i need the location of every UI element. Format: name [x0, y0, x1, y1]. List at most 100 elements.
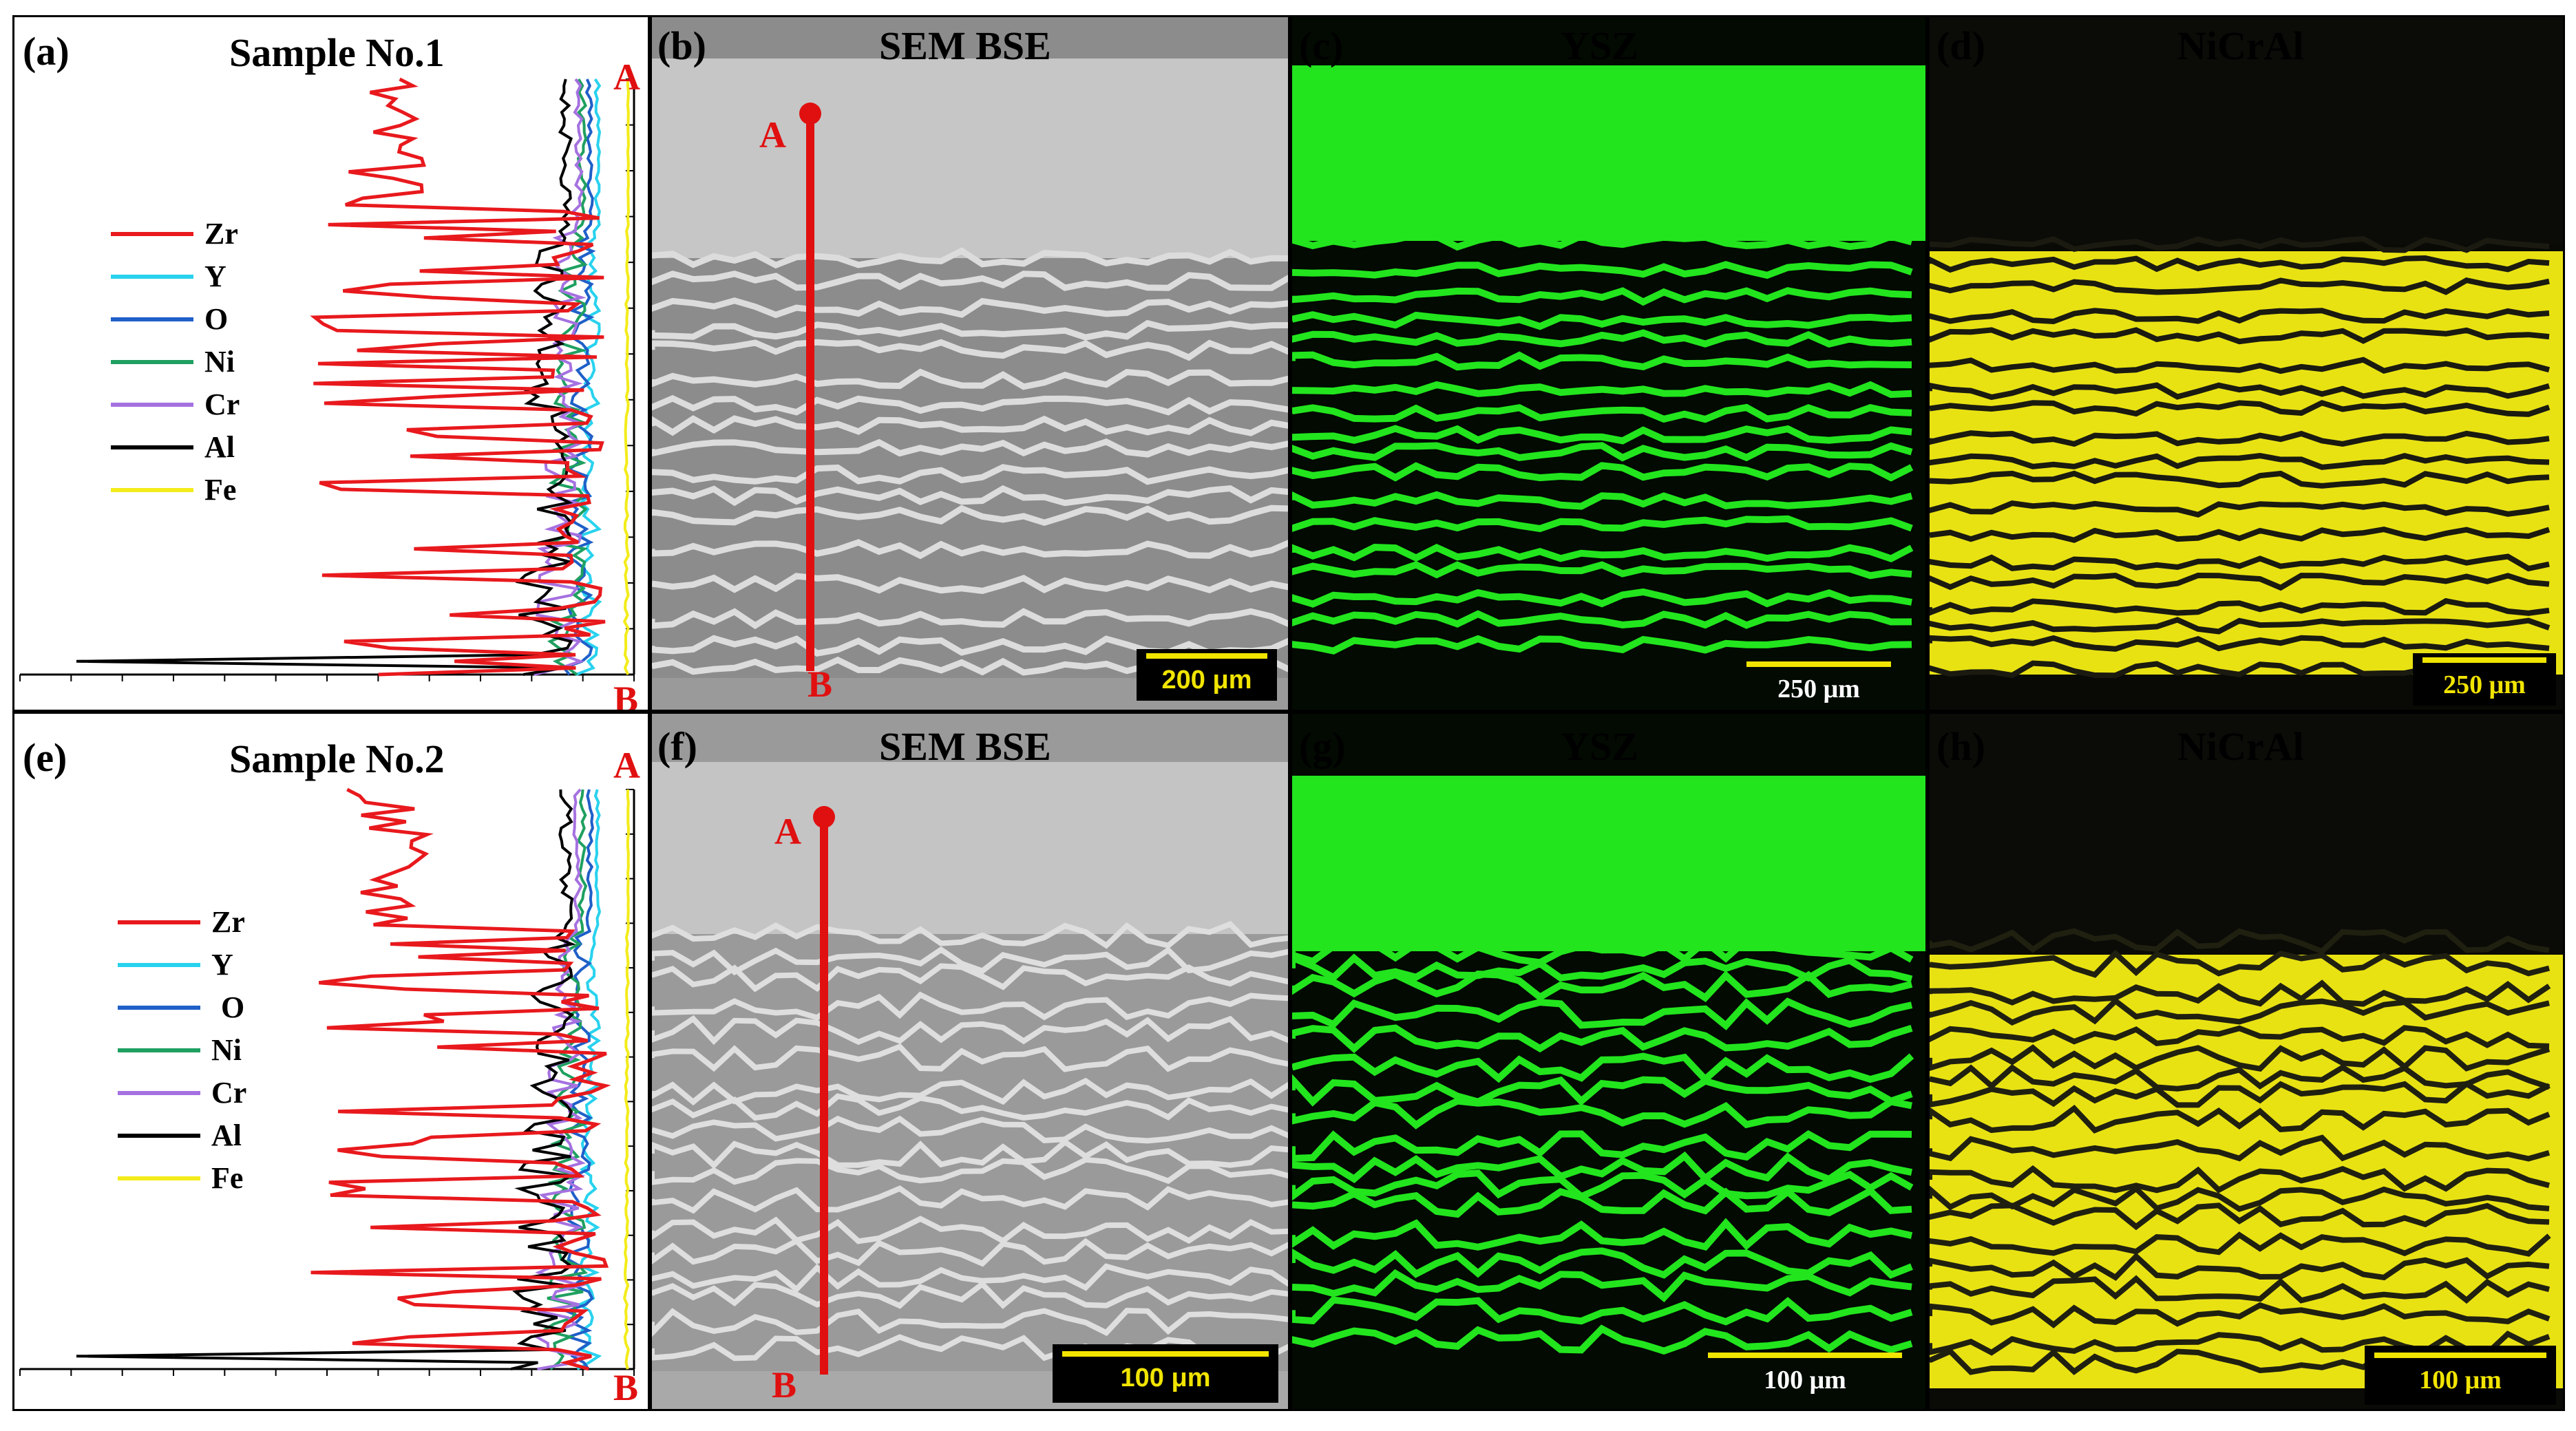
panel-title-h: NiCrAl	[2177, 724, 2304, 769]
lamella	[1292, 561, 1912, 580]
lamella	[1930, 597, 2550, 616]
lamella	[652, 1216, 1288, 1244]
lamella	[1292, 1324, 1913, 1355]
legend-swatch-cr	[118, 1091, 200, 1095]
lamella	[652, 485, 1288, 507]
lamella	[1930, 1231, 2551, 1257]
lamella	[652, 1280, 1288, 1309]
legend-swatch-fe	[118, 1176, 200, 1180]
lamella	[652, 271, 1288, 291]
ysz-map-g	[1292, 714, 1925, 1409]
lamella	[652, 635, 1288, 657]
lamella	[1930, 1165, 2550, 1194]
panel-label-d: (d)	[1936, 23, 1985, 68]
lamella	[652, 1015, 1288, 1046]
lamella	[1930, 430, 2550, 447]
lamella	[652, 394, 1288, 416]
lamella	[1292, 610, 1912, 629]
lamella	[652, 1043, 1288, 1072]
endpoint-b-label: B	[613, 679, 639, 712]
lamella	[1930, 1025, 2550, 1049]
ysz-map-c	[1292, 17, 1925, 710]
panel-title-f: SEM BSE	[879, 724, 1051, 769]
panel-c-ysz-map: (c) YSZ 250 μm	[1290, 15, 1928, 712]
lamella	[652, 415, 1288, 436]
lamella	[1292, 261, 1913, 279]
lamella	[652, 608, 1288, 630]
lamella	[1930, 255, 2550, 273]
legend-label: Cr	[211, 1076, 247, 1110]
lamella	[1292, 1024, 1913, 1054]
lamella	[1930, 1202, 2550, 1231]
scale-bar-label: 250 μm	[1777, 675, 1860, 703]
legend-label: Zr	[211, 905, 245, 939]
trace-fe	[622, 79, 631, 675]
lamella	[652, 991, 1288, 1021]
lamella	[652, 464, 1288, 485]
lamella	[1292, 997, 1913, 1030]
lamella	[1930, 1044, 2551, 1072]
lamella	[1930, 527, 2551, 543]
legend-swatch-y	[118, 963, 200, 967]
panel-title-b: SEM BSE	[879, 23, 1051, 68]
lamella	[1292, 462, 1914, 482]
lamella	[652, 297, 1288, 319]
lamella	[652, 1334, 1288, 1361]
panel-label-e: (e)	[23, 735, 67, 780]
lamella	[1930, 500, 2550, 518]
scale-bar-line	[1746, 661, 1891, 667]
scale-bar-line	[2374, 1353, 2546, 1358]
legend-swatch-ni	[118, 1048, 200, 1052]
lamella	[1930, 1080, 2551, 1108]
sem-image-b	[652, 17, 1288, 710]
lamella	[1292, 231, 1913, 251]
lamella	[1930, 979, 2551, 1007]
top-coat-layer	[652, 762, 1288, 934]
endpoint-b-label: B	[613, 1367, 639, 1408]
trace-zr	[310, 77, 606, 677]
lamella	[652, 1185, 1288, 1214]
lamella	[652, 339, 1288, 361]
lamella	[652, 1156, 1288, 1185]
lamella	[1930, 308, 2550, 325]
lamella	[1292, 1247, 1913, 1279]
scan-start-dot	[813, 806, 835, 828]
lamella	[1292, 1151, 1912, 1183]
legend-swatch-o	[111, 317, 193, 321]
panel-label-g: (g)	[1299, 724, 1346, 769]
lamella	[1930, 1252, 2550, 1281]
legend-label: Al	[204, 430, 235, 464]
trace-o	[562, 78, 596, 676]
legend-swatch-y	[111, 275, 193, 279]
top-coat-layer	[652, 59, 1288, 258]
lamella	[1292, 544, 1914, 563]
lamella	[1292, 1130, 1912, 1163]
panel-a-line-scan: (a) Sample No.1 A B Zr Y O Ni Cr Al Fe	[12, 15, 650, 712]
lamella	[1930, 553, 2550, 572]
lamella	[652, 963, 1288, 993]
scale-bar-label: 250 μm	[2443, 670, 2526, 699]
panel-b-sem-bse: (b) SEM BSE A B 200 μm	[650, 15, 1290, 712]
scale-bar-label: 100 μm	[2419, 1366, 2502, 1395]
lamella	[1292, 1218, 1913, 1251]
lamella	[1292, 425, 1912, 445]
lamella	[1930, 1104, 2551, 1134]
legend-swatch-al	[111, 445, 193, 449]
lamella	[1292, 1052, 1914, 1084]
legend-label: Al	[211, 1119, 242, 1152]
lamella	[652, 1308, 1288, 1337]
line-scan-plot-e	[19, 787, 635, 1376]
scan-marker-a: A	[774, 811, 801, 852]
lamella	[1292, 971, 1913, 1002]
lamella	[652, 573, 1288, 594]
lamella	[1930, 382, 2551, 401]
scan-marker-a: A	[759, 114, 786, 156]
lamella	[652, 247, 1288, 269]
legend-swatch-zr	[111, 232, 193, 236]
lamella	[1292, 1169, 1914, 1201]
scale-bar-label: 200 μm	[1161, 666, 1252, 695]
scale-bar-c: 250 μm	[1737, 657, 1901, 710]
lamella	[652, 319, 1288, 341]
legend-label: Cr	[204, 388, 240, 421]
